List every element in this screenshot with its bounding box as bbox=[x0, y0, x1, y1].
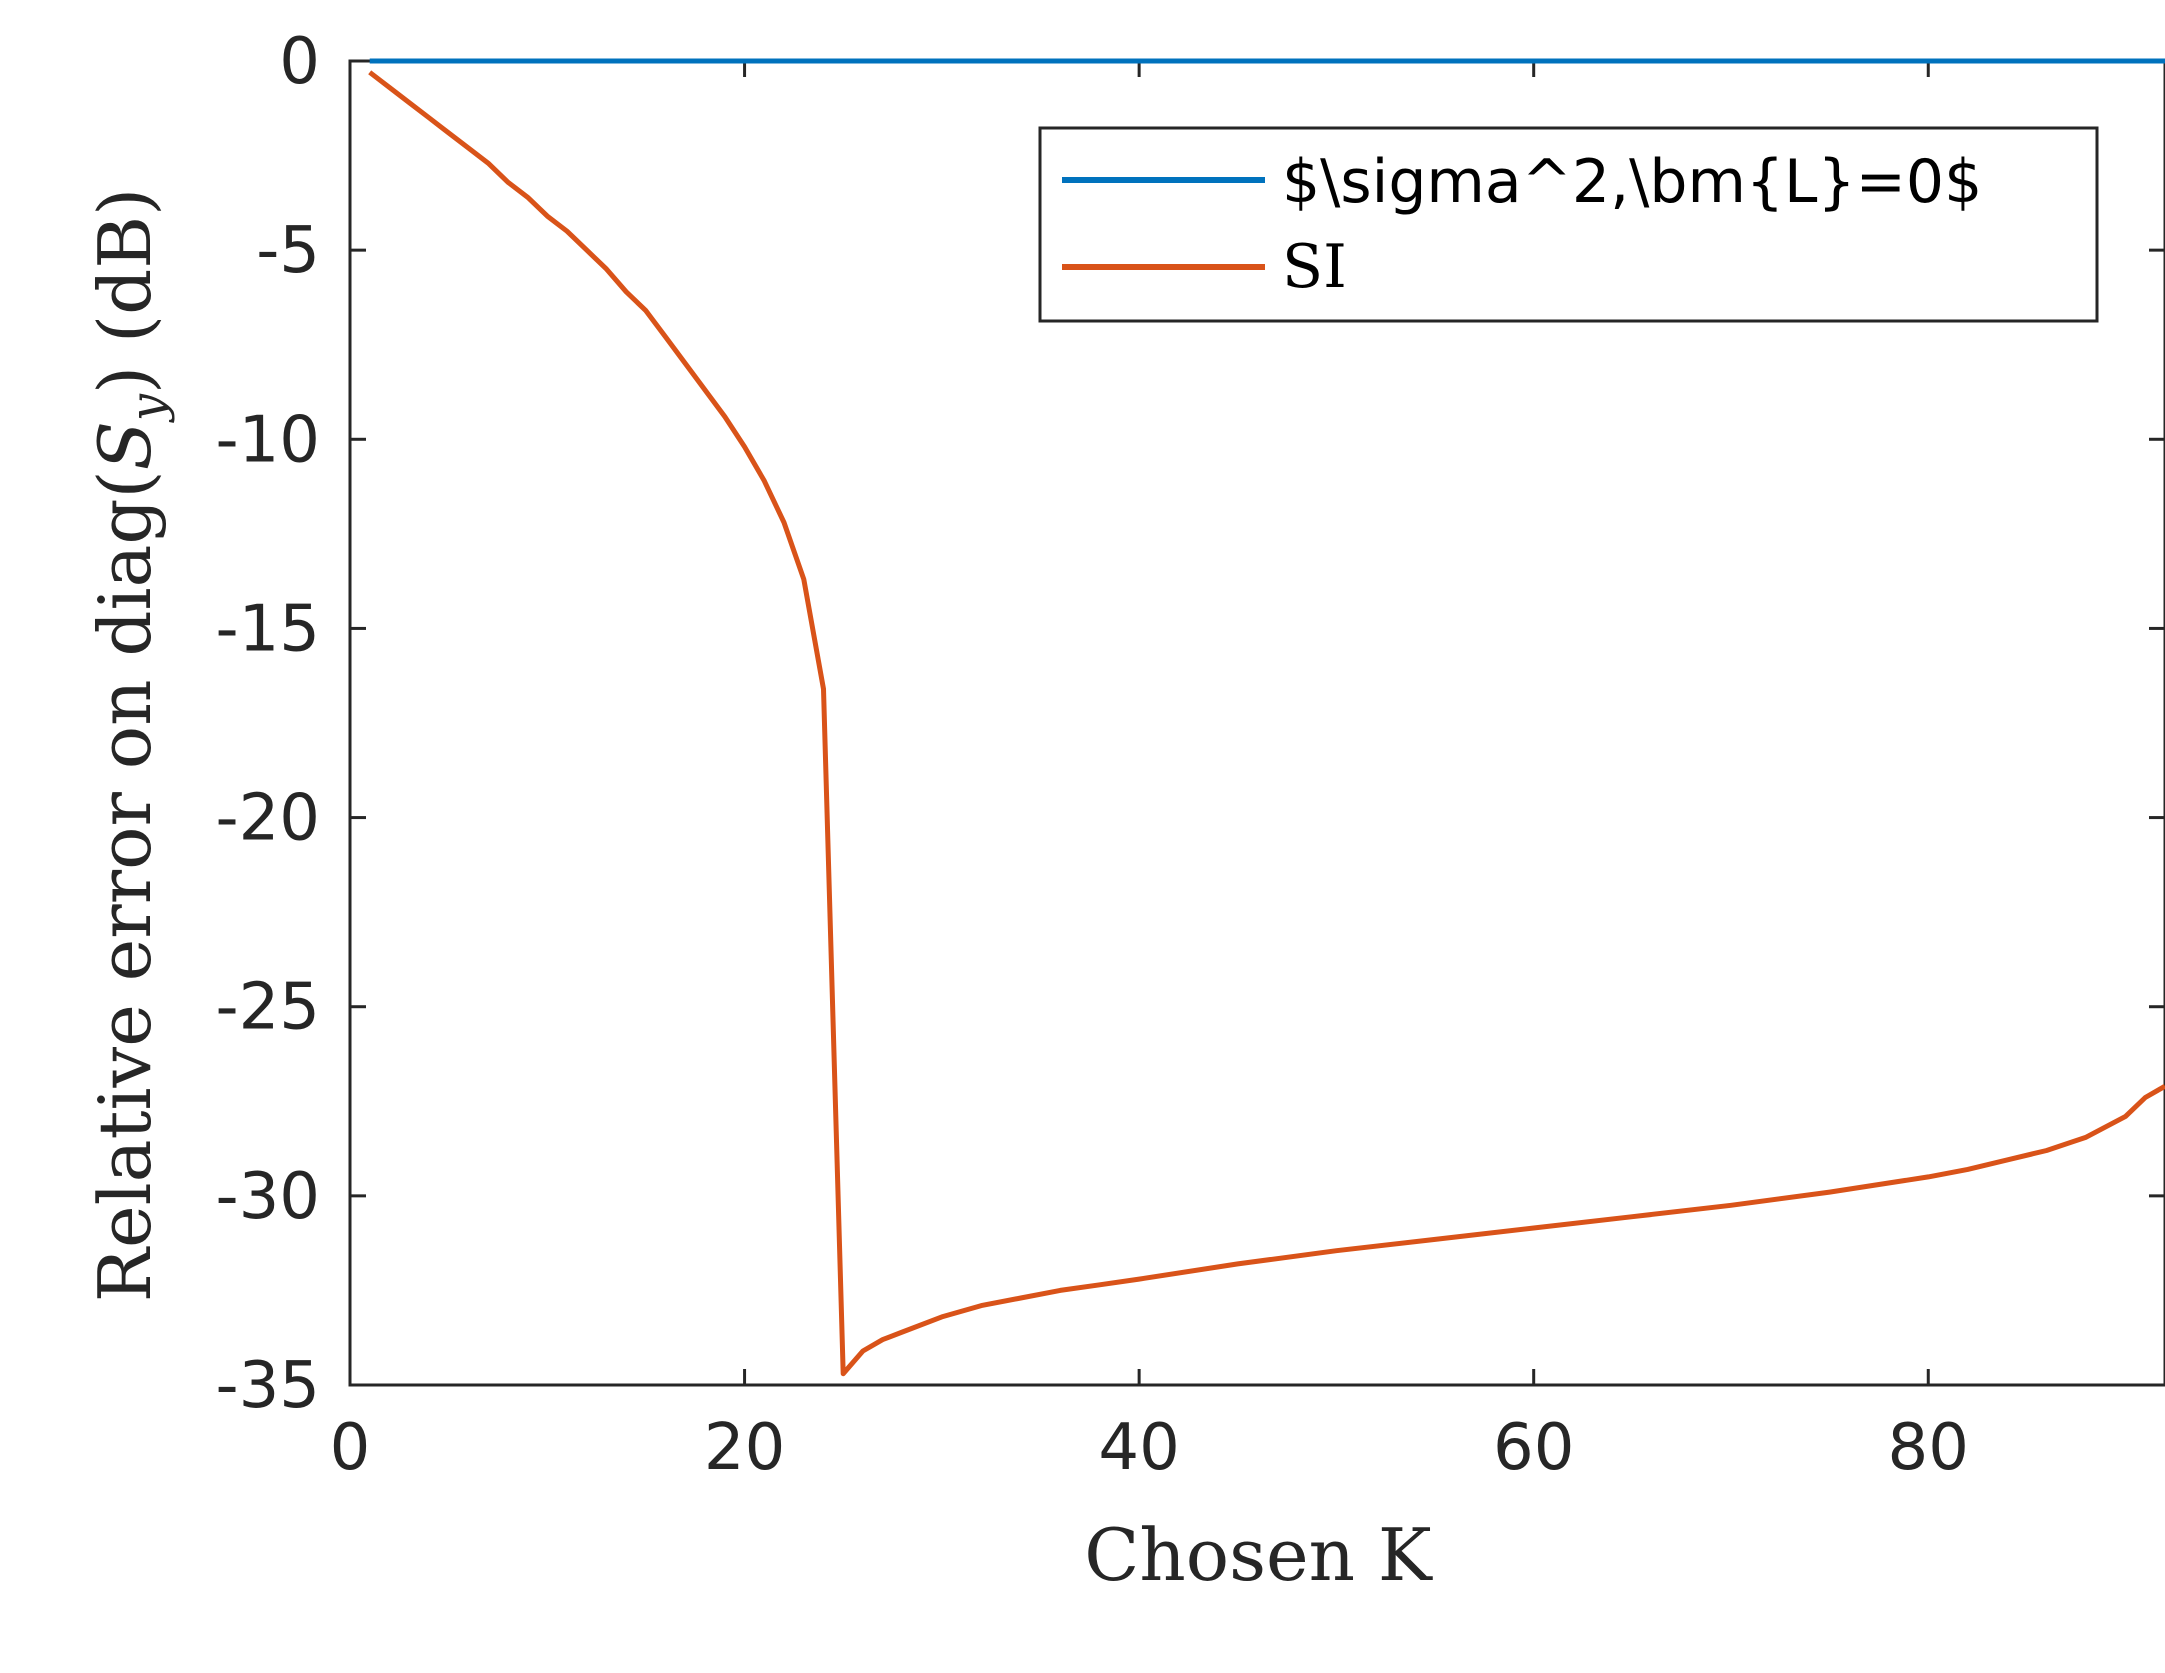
legend-box bbox=[1038, 126, 2099, 323]
y-tick-label: -10 bbox=[215, 403, 320, 477]
y-tick-label: -20 bbox=[215, 782, 320, 856]
y-tick-label: -25 bbox=[215, 971, 320, 1045]
tick-labels: 0 20 40 60 80 0 -5 -10 -15 -20 -25 -30 -35 bbox=[215, 25, 1969, 1485]
series-layer bbox=[368, 58, 2165, 1377]
legend-label-series-1: $\sigma^2,\bm{L}=0$ bbox=[1282, 147, 1982, 217]
x-tick-label: 20 bbox=[704, 1411, 785, 1485]
x-tick-label: 0 bbox=[330, 1411, 371, 1485]
y-tick-label: 0 bbox=[279, 25, 320, 99]
y-axis-label-subscript: y bbox=[120, 393, 176, 423]
plot-area bbox=[348, 58, 2165, 1387]
y-tick-label: -35 bbox=[215, 1349, 320, 1423]
x-axis-label: Chosen K bbox=[1084, 1513, 1433, 1597]
y-axis-label-prefix: Relative error on diag( bbox=[83, 470, 167, 1302]
legend-label-series-2: SI bbox=[1282, 232, 1347, 302]
y-axis-label-symbol: S bbox=[83, 421, 167, 470]
series-line-2 bbox=[368, 70, 2165, 1377]
y-tick-label: -15 bbox=[215, 592, 320, 666]
y-tick-label: -5 bbox=[256, 214, 320, 288]
x-tick-label: 60 bbox=[1493, 1411, 1574, 1485]
x-tick-label: 80 bbox=[1888, 1411, 1969, 1485]
y-axis-label-suffix: ) (dB) bbox=[83, 188, 167, 394]
legend: $\sigma^2,\bm{L}=0$ SI bbox=[1038, 126, 2099, 323]
y-axis-label: Relative error on diag(Sy) (dB) bbox=[83, 188, 176, 1302]
y-tick-label: -30 bbox=[215, 1160, 320, 1234]
x-tick-label: 40 bbox=[1098, 1411, 1179, 1485]
